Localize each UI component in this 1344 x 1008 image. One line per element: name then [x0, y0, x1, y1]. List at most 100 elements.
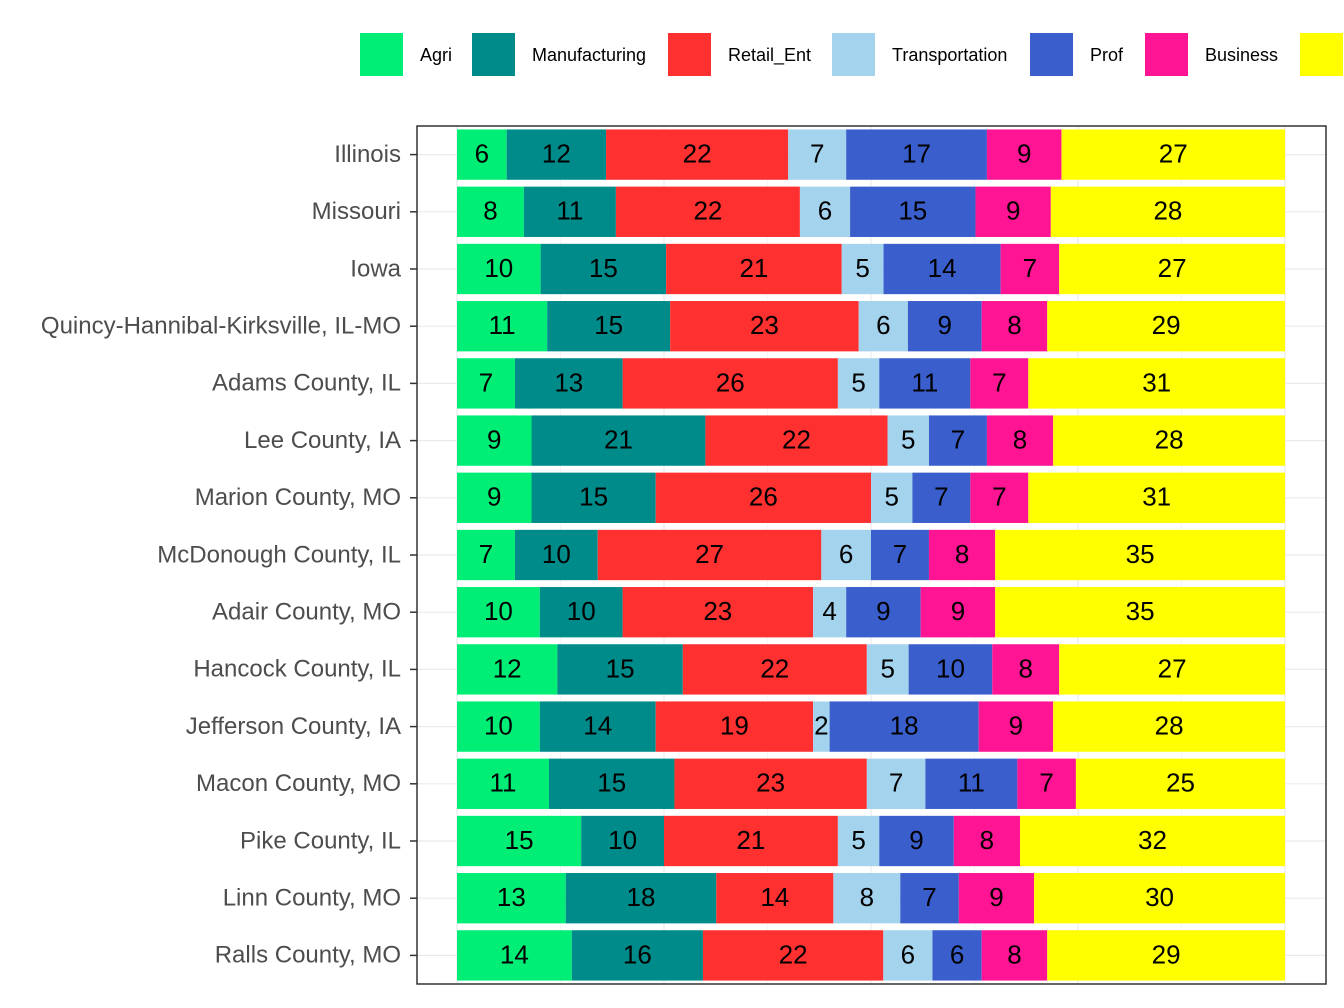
legend-swatch	[1145, 33, 1188, 76]
data-label: 10	[484, 253, 513, 283]
legend: Agri Manufacturing Retail_Ent Transportatio…	[360, 33, 1343, 76]
bar-segment-prof	[925, 758, 1018, 809]
data-label: 9	[1017, 138, 1031, 168]
bar-segment-transportation	[858, 301, 908, 352]
data-label: 8	[955, 539, 969, 569]
data-label: 8	[1007, 310, 1021, 340]
bar-segment-transportation	[788, 129, 847, 180]
data-label: 2	[814, 710, 828, 740]
bar-segment-retail-ent	[702, 930, 884, 981]
data-label: 7	[893, 539, 907, 569]
bar-segment-prof	[829, 701, 979, 752]
data-label: 9	[487, 482, 501, 512]
bar-segment-business	[992, 644, 1060, 695]
data-label: 11	[911, 367, 938, 397]
panel-border	[416, 125, 1327, 985]
y-tick-label: Macon County, MO	[196, 770, 401, 797]
bar-segment-agri	[457, 701, 540, 752]
data-label: 10	[484, 596, 513, 626]
data-label: 27	[1158, 653, 1187, 683]
y-tick-label: Lee County, IA	[244, 427, 401, 454]
bar-segment-manufacturing	[514, 358, 623, 409]
bar-segment-other	[1047, 301, 1285, 352]
data-label: 23	[756, 768, 785, 798]
bar-segment-other	[1047, 930, 1285, 981]
data-label: 15	[606, 653, 635, 683]
data-label: 14	[500, 939, 529, 969]
data-label: 21	[736, 825, 765, 855]
bar-segment-other	[995, 529, 1285, 581]
data-label: 7	[922, 882, 936, 912]
data-label: 35	[1126, 596, 1155, 626]
data-label: 16	[623, 939, 652, 969]
bar-segment-retail-ent	[606, 129, 789, 180]
data-label: 6	[950, 939, 964, 969]
y-tick-label: Adams County, IL	[212, 370, 401, 397]
legend-label: Retail_Ent	[728, 45, 811, 66]
data-label: 28	[1153, 196, 1182, 226]
data-label: 15	[597, 768, 626, 798]
bar-segment-transportation	[837, 358, 880, 409]
data-label: 8	[1007, 939, 1021, 969]
bar-segment-prof	[846, 129, 987, 180]
data-label: 11	[556, 196, 583, 226]
bar-row-pike-county-il: 15 10 21 5 9 8 32	[457, 815, 1285, 867]
data-label: 25	[1166, 768, 1195, 798]
bar-segment-agri	[457, 358, 515, 409]
bar-row-hancock-county-il: 12 15 22 5 10 8 27	[457, 644, 1285, 695]
data-label: 13	[497, 882, 526, 912]
legend-swatch	[832, 33, 875, 76]
legend-item-business: Business	[1145, 33, 1278, 76]
bar-segment-retail-ent	[666, 243, 842, 295]
data-label: 31	[1142, 367, 1171, 397]
bar-segment-retail-ent	[597, 529, 822, 581]
data-label: 32	[1138, 825, 1167, 855]
bar-segment-prof	[900, 873, 959, 924]
bar-segment-other	[1059, 243, 1285, 295]
bar-segment-manufacturing	[539, 701, 656, 752]
bar-row-marion-county-mo: 9 15 26 5 7 7 31	[457, 472, 1285, 523]
bar-row-iowa: 10 15 21 5 14 7 27	[457, 243, 1285, 295]
bar-segment-agri	[457, 186, 524, 237]
bar-segment-business	[1017, 758, 1076, 809]
data-label: 5	[851, 367, 865, 397]
data-label: 12	[493, 653, 522, 683]
data-label: 9	[938, 310, 952, 340]
bar-segment-business	[978, 701, 1054, 752]
bar-segment-agri	[457, 301, 548, 352]
bar-segment-manufacturing	[571, 930, 703, 981]
bar-segment-other	[1020, 815, 1285, 867]
data-label: 7	[992, 367, 1006, 397]
bar-row-quincy-hannibal-kirksville-il-mo: 11 15 23 6 9 8 29	[457, 301, 1285, 352]
bar-segment-transportation	[799, 186, 851, 237]
data-label: 26	[716, 367, 745, 397]
bar-segment-other	[1075, 758, 1285, 809]
data-label: 14	[583, 710, 612, 740]
data-label: 10	[608, 825, 637, 855]
bar-segment-other	[1053, 415, 1285, 466]
bar-segment-business	[986, 415, 1054, 466]
legend-swatch	[1030, 33, 1073, 76]
y-tick-label: Jefferson County, IA	[186, 713, 401, 740]
bar-segment-prof	[871, 529, 929, 581]
data-label: 7	[479, 367, 493, 397]
bar-segment-transportation	[821, 529, 871, 581]
bar-segment-manufacturing	[514, 529, 598, 581]
bar-segment-business	[970, 358, 1029, 409]
bar-segment-business	[970, 472, 1029, 523]
bar-segment-other	[1050, 186, 1285, 237]
data-label: 5	[884, 482, 898, 512]
bar-segment-business	[953, 815, 1021, 867]
bar-segment-agri	[457, 129, 507, 180]
data-label: 10	[936, 653, 965, 683]
bar-segment-manufacturing	[557, 644, 683, 695]
data-label: 6	[876, 310, 890, 340]
legend-item-manufacturing: Manufacturing	[472, 33, 646, 76]
bar-segment-transportation	[887, 415, 929, 466]
data-label: 27	[1158, 253, 1187, 283]
data-label: 9	[1009, 710, 1023, 740]
data-label: 8	[1018, 653, 1032, 683]
data-label: 8	[860, 882, 874, 912]
